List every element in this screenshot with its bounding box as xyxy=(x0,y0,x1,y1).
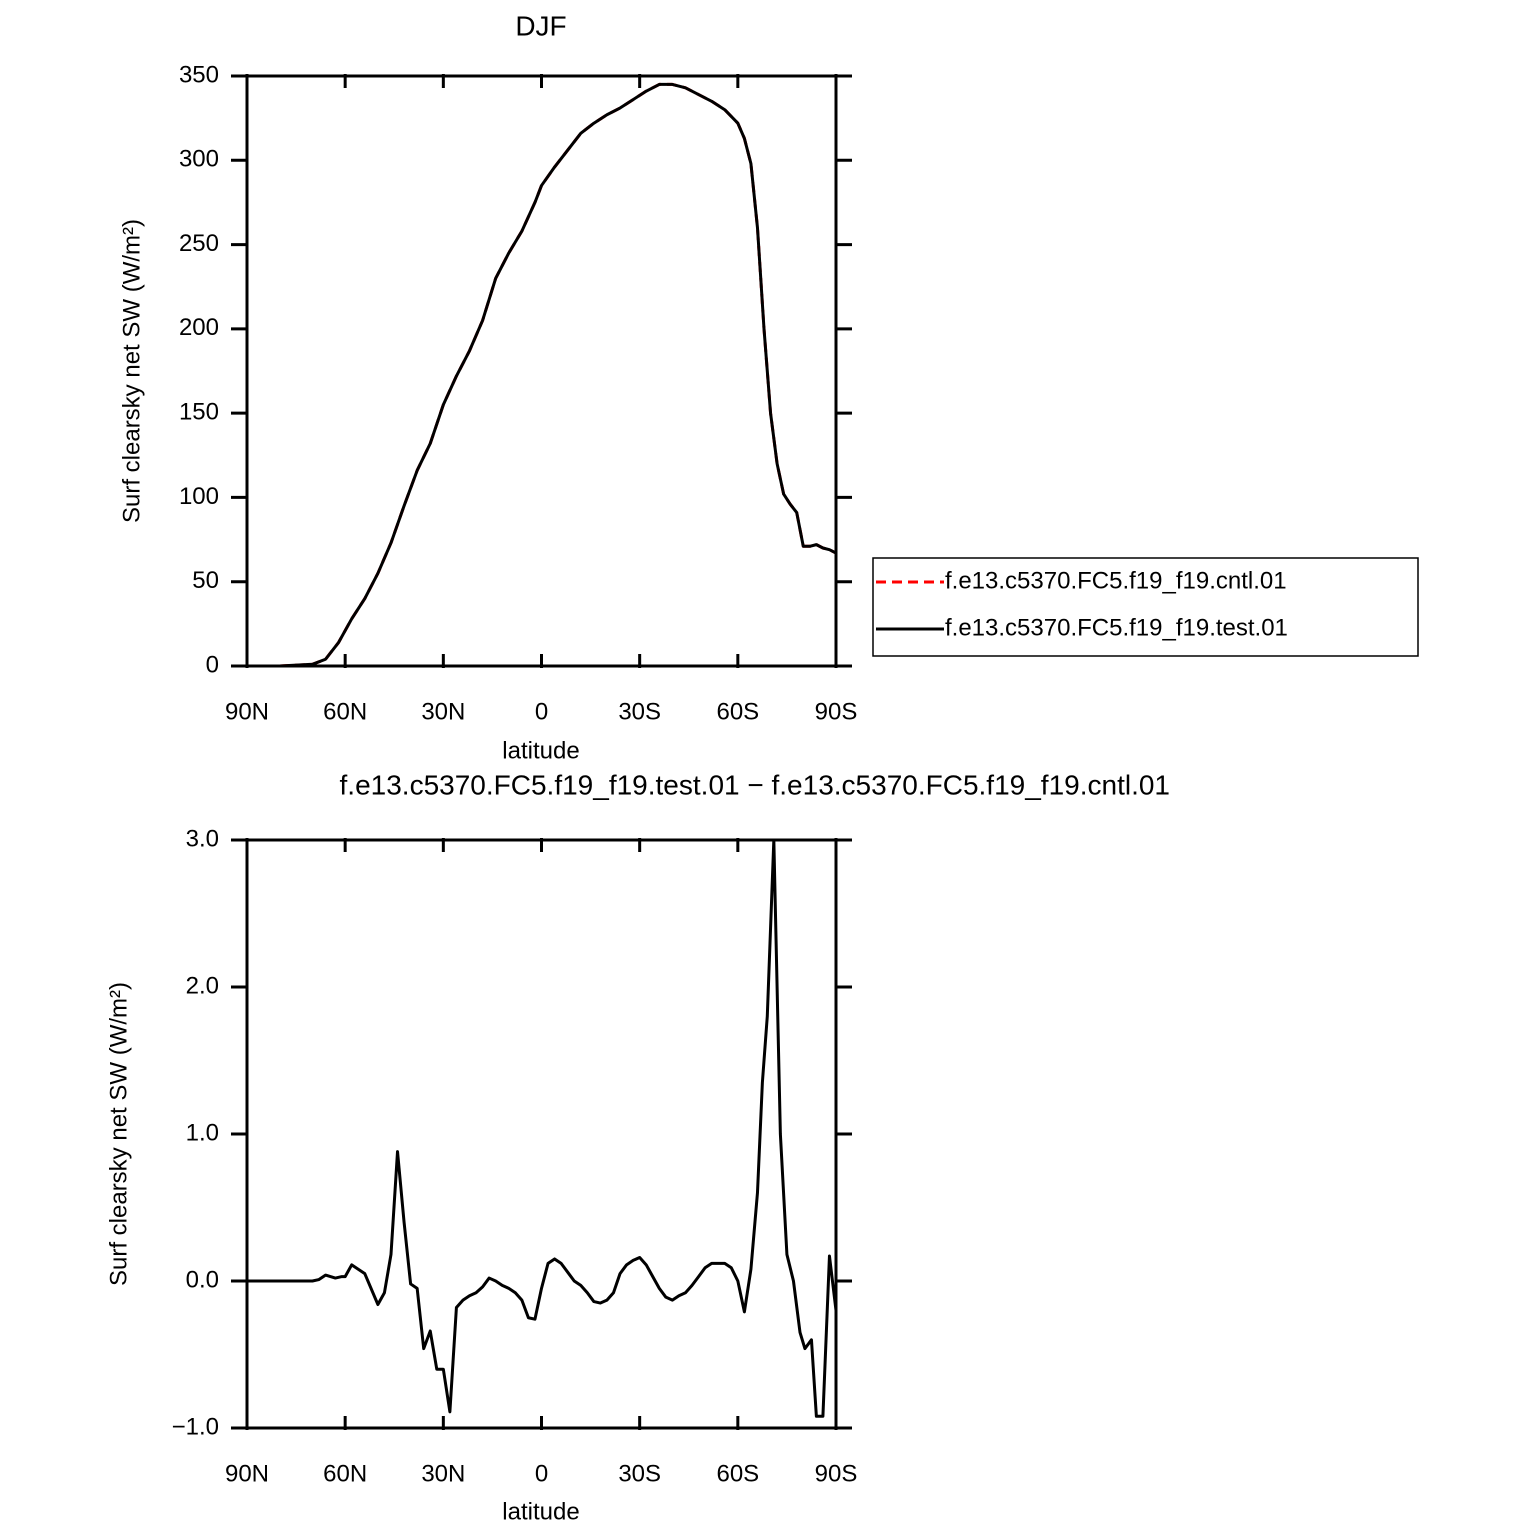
x-tick-label: 30S xyxy=(618,1460,661,1487)
y-tick-label: 300 xyxy=(179,146,219,173)
x-tick-label: 90N xyxy=(225,698,269,725)
y-tick-label: 2.0 xyxy=(186,972,219,999)
y-tick-label: 3.0 xyxy=(186,825,219,852)
x-tick-label: 60N xyxy=(323,698,367,725)
plot-frame xyxy=(245,74,838,668)
x-tick-label: 90S xyxy=(815,698,858,725)
plot-frame xyxy=(245,838,838,1430)
x-axis-label: latitude xyxy=(502,1498,579,1525)
y-tick-label: 200 xyxy=(179,314,219,341)
y-tick-label: 250 xyxy=(179,230,219,257)
x-tick-label: 60N xyxy=(323,1460,367,1487)
x-tick-label: 30N xyxy=(421,1460,465,1487)
x-tick-label: 60S xyxy=(716,1460,759,1487)
series-line xyxy=(247,82,837,668)
x-axis-label: latitude xyxy=(502,737,579,764)
x-tick-label: 90S xyxy=(815,1460,858,1487)
x-tick-label: 30S xyxy=(618,698,661,725)
y-tick-label: −1.0 xyxy=(172,1413,219,1440)
legend-label: f.e13.c5370.FC5.f19_f19.test.01 xyxy=(945,614,1288,641)
legend-box xyxy=(872,557,1419,657)
x-tick-label: 90N xyxy=(225,1460,269,1487)
legend-label: f.e13.c5370.FC5.f19_f19.cntl.01 xyxy=(945,567,1287,594)
y-tick-label: 100 xyxy=(179,483,219,510)
chart-title: DJF xyxy=(515,10,566,41)
y-tick-label: 50 xyxy=(192,567,219,594)
y-tick-label: 350 xyxy=(179,61,219,88)
y-tick-label: 1.0 xyxy=(186,1119,219,1146)
x-tick-label: 0 xyxy=(535,698,548,725)
y-tick-label: 0 xyxy=(206,651,219,678)
y-axis-label: Surf clearsky net SW (W/m²) xyxy=(105,982,132,1286)
x-tick-label: 30N xyxy=(421,698,465,725)
chart-title: f.e13.c5370.FC5.f19_f19.test.01 − f.e13.… xyxy=(340,769,1170,800)
series-line xyxy=(247,82,837,668)
y-axis-label: Surf clearsky net SW (W/m²) xyxy=(118,219,145,523)
x-tick-label: 0 xyxy=(535,1460,548,1487)
y-tick-label: 0.0 xyxy=(186,1266,219,1293)
y-tick-label: 150 xyxy=(179,398,219,425)
series-line xyxy=(247,838,838,1418)
x-tick-label: 60S xyxy=(716,698,759,725)
